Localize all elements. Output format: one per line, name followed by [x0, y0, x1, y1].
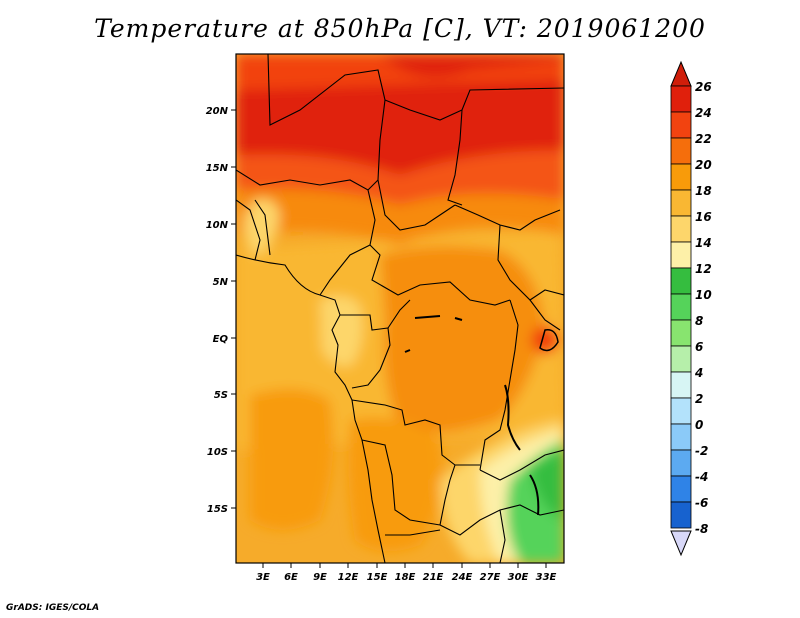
temperature-field: [236, 54, 564, 563]
colorbar-swatch: [670, 111, 692, 139]
colorbar: 26 24 22 20 18 16 14 12 10 8 6 4 2 0 -2 …: [670, 60, 712, 557]
colorbar-label: -2: [695, 444, 708, 458]
chart-title: Temperature at 850hPa [C], VT: 201906120…: [94, 14, 706, 43]
colorbar-swatch: [670, 449, 692, 477]
colorbar-swatch: [670, 137, 692, 165]
lon-label: 27E: [480, 572, 501, 583]
lat-label: 5S: [214, 390, 228, 401]
colorbar-label: 24: [695, 106, 712, 120]
latitude-axis: 20N 15N 10N 5N EQ 5S 10S 15S: [206, 106, 236, 515]
colorbar-label: 0: [695, 418, 703, 432]
country-borders: [236, 54, 564, 563]
lon-label: 21E: [423, 572, 444, 583]
colorbar-label: -4: [695, 470, 708, 484]
colorbar-swatch: [670, 475, 692, 503]
colorbar-label: 26: [695, 80, 712, 94]
colorbar-swatch: [670, 267, 692, 295]
colorbar-label: -6: [695, 496, 708, 510]
colorbar-label: 12: [695, 262, 712, 276]
colorbar-swatch: [670, 319, 692, 347]
colorbar-swatch: [670, 371, 692, 399]
lat-label: 10S: [207, 447, 228, 458]
longitude-axis: 3E 6E 9E 12E 15E 18E 21E 24E 27E 30E 33E: [256, 563, 557, 583]
colorbar-top-arrow: [670, 60, 692, 87]
colorbar-swatch: [670, 345, 692, 373]
colorbar-swatch: [670, 397, 692, 425]
colorbar-label: 2: [695, 392, 703, 406]
colorbar-swatch: [670, 293, 692, 321]
colorbar-label: 10: [695, 288, 712, 302]
colorbar-label: 18: [695, 184, 712, 198]
lat-label: 5N: [213, 277, 229, 288]
lon-label: 18E: [395, 572, 416, 583]
colorbar-swatch: [670, 163, 692, 191]
colorbar-swatch: [670, 241, 692, 269]
colorbar-label: 6: [695, 340, 703, 354]
colorbar-swatch: [670, 189, 692, 217]
lon-label: 30E: [508, 572, 529, 583]
lat-label: 10N: [206, 220, 229, 231]
lon-label: 15E: [367, 572, 388, 583]
colorbar-swatch: [670, 215, 692, 243]
colorbar-swatch: [670, 501, 692, 529]
colorbar-label: 22: [695, 132, 712, 146]
colorbar-label: -8: [695, 522, 708, 536]
colorbar-label: 14: [695, 236, 712, 250]
lon-label: 33E: [536, 572, 557, 583]
lon-label: 3E: [256, 572, 270, 583]
lon-label: 9E: [313, 572, 327, 583]
colorbar-label: 16: [695, 210, 712, 224]
colorbar-bottom-arrow: [670, 530, 692, 557]
colorbar-swatch: [670, 423, 692, 451]
colorbar-label: 4: [694, 366, 703, 380]
lon-label: 6E: [284, 572, 298, 583]
colorbar-swatch: [670, 85, 692, 113]
lat-label: EQ: [213, 334, 229, 345]
lat-label: 20N: [206, 106, 229, 117]
lat-label: 15N: [206, 163, 229, 174]
lat-label: 15S: [207, 504, 228, 515]
lon-label: 12E: [338, 572, 359, 583]
lon-label: 24E: [452, 572, 473, 583]
colorbar-label: 20: [695, 158, 712, 172]
colorbar-label: 8: [695, 314, 703, 328]
map-frame: [235, 53, 565, 564]
grads-credit: GrADS: IGES/COLA: [6, 603, 100, 613]
